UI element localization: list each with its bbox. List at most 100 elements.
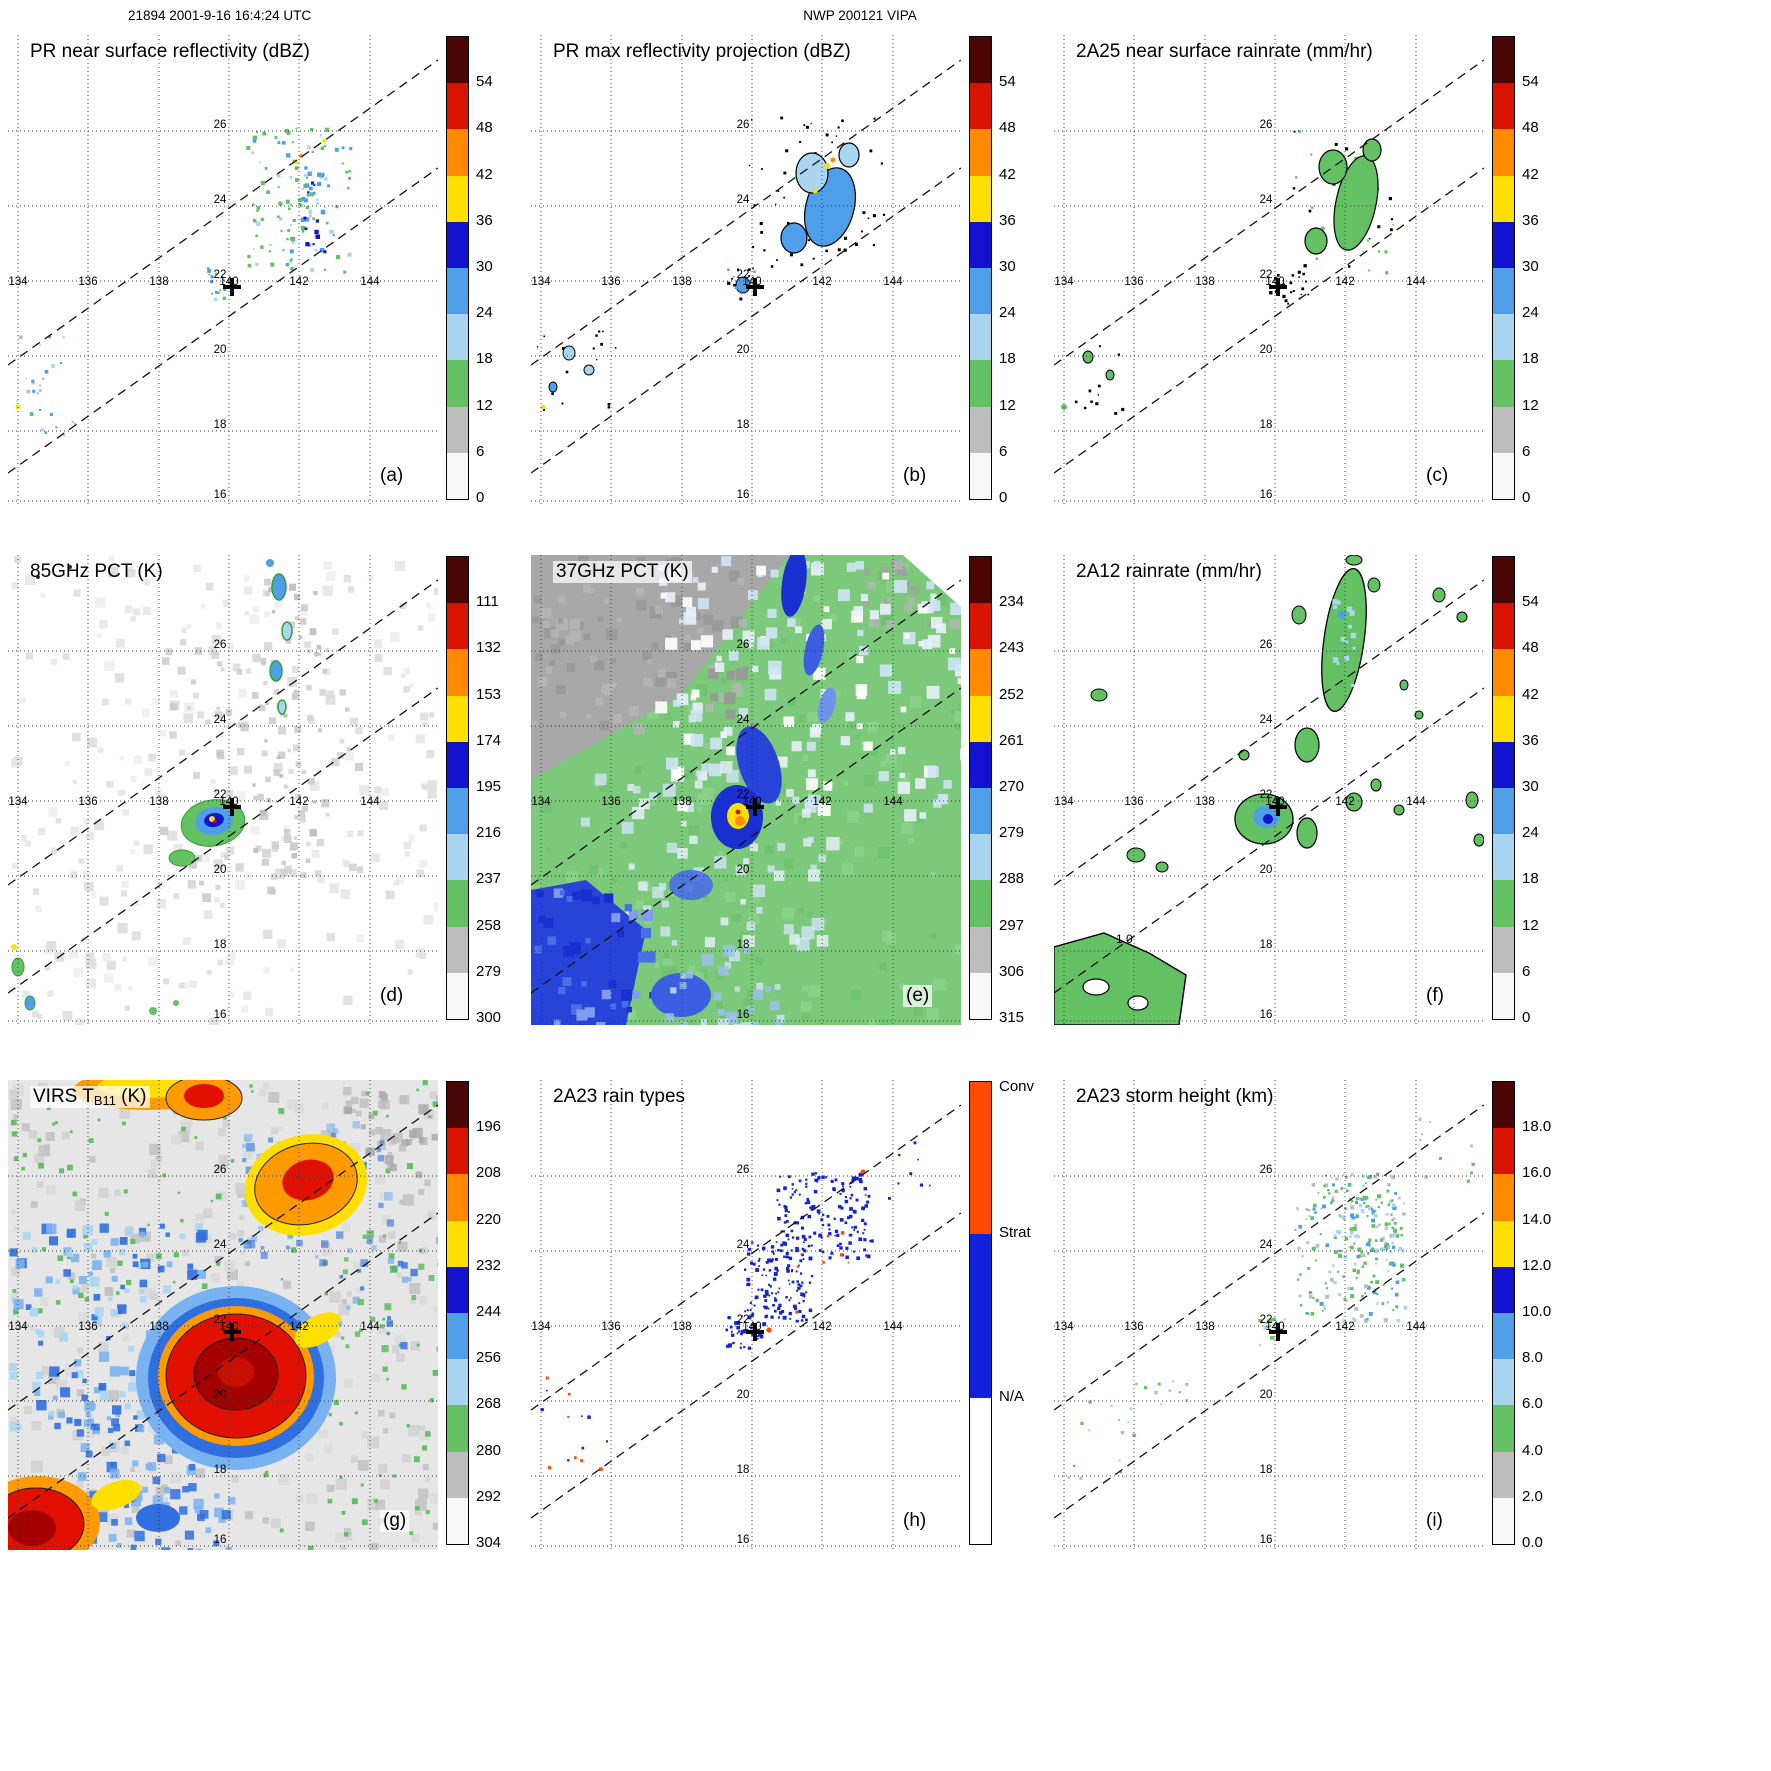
colorbar-tick: 279 (476, 962, 502, 980)
swath-edge-lines (531, 579, 961, 994)
colorbar-segment (970, 557, 991, 604)
colorbar-tick: 0 (999, 489, 1008, 506)
storm-center-marker (746, 1323, 764, 1341)
colorbar-tick: 300 (476, 1009, 502, 1026)
lat-label: 24 (1260, 1239, 1273, 1251)
colorbar-tick: 261 (999, 731, 1025, 749)
lat-label: 16 (1260, 1534, 1273, 1546)
panel-a: 134 136 138 140 142 144 26 24 22 20 18 16 PR near su… (8, 35, 524, 513)
colorbar-tick: 196 (476, 1118, 502, 1136)
panel-letter-c: (c) (1426, 465, 1449, 486)
colorbar-segment (970, 880, 991, 927)
colorbar-g (446, 1081, 469, 1545)
storm-center-marker (1269, 278, 1287, 296)
colorbar-tick: 54 (476, 73, 493, 91)
lat-label: 24 (737, 714, 750, 726)
panel-letter-e: (e) (903, 985, 933, 1007)
colorbar-segment (447, 175, 468, 222)
colorbar-b (969, 36, 992, 500)
colorbar-segment (1493, 1174, 1514, 1221)
lat-label: 22 (214, 269, 227, 281)
lon-label: 142 (812, 276, 831, 288)
colorbar-segment (1493, 83, 1514, 130)
lat-label: 16 (214, 1009, 227, 1021)
lon-label: 138 (149, 276, 168, 288)
swath-edge-lines (1054, 1104, 1484, 1519)
colorbar-tick: 258 (476, 916, 502, 934)
colorbar-segment (447, 695, 468, 742)
colorbar-tick: 48 (1522, 639, 1539, 657)
lat-label: 18 (214, 419, 227, 431)
lat-label: 26 (1260, 639, 1273, 651)
colorbar-segment (970, 129, 991, 176)
lat-label: 20 (1260, 344, 1273, 356)
swath-edge-lines (531, 59, 961, 474)
header-orbit-timestamp: 21894 2001-9-16 16:4:24 UTC (128, 8, 312, 23)
colorbar-segment (1493, 787, 1514, 835)
colorbar-segment (447, 1082, 468, 1129)
lat-label: 22 (737, 789, 750, 801)
lat-label: 26 (1260, 1164, 1273, 1176)
colorbar-tick: 292 (476, 1487, 502, 1505)
panel-title-d: 85GHz PCT (K) (30, 561, 163, 582)
svg-text:1.0: 1.0 (1116, 932, 1133, 946)
lon-label: 144 (883, 276, 903, 288)
colorbar-segment (447, 314, 468, 361)
panel-title-g: VIRS TB11 (K) (30, 1086, 150, 1109)
colorbar-tick: 12 (1522, 396, 1539, 414)
colorbar-segment (1493, 37, 1514, 84)
data-field: 1.0 (1054, 555, 1484, 1025)
lat-label: 24 (214, 194, 227, 206)
lat-label: 20 (1260, 1389, 1273, 1401)
colorbar-tick: 12 (1522, 916, 1539, 934)
lat-label: 16 (737, 1009, 750, 1021)
colorbar-segment (970, 37, 991, 84)
colorbar-segment (447, 834, 468, 881)
colorbar-tick: 42 (1522, 165, 1539, 183)
colorbar-tick: 0 (1522, 489, 1531, 506)
colorbar-segment (447, 360, 468, 407)
colorbar-segment (1493, 1497, 1514, 1544)
title-text: VIRS T (33, 1086, 94, 1107)
colorbar-tick: 12 (999, 396, 1016, 414)
colorbar-segment (447, 37, 468, 84)
colorbar-tick: 54 (1522, 73, 1539, 91)
colorbar-tick: 42 (1522, 685, 1539, 703)
colorbar-category-label: Strat (999, 1224, 1031, 1242)
swath-edge-lines (1054, 579, 1484, 994)
panel-letter-h: (h) (903, 1510, 927, 1531)
colorbar-segment (1493, 1451, 1514, 1498)
panel-g: 134 136 138 140 142 144 26 24 22 20 18 16 VIRS TB11 … (8, 1080, 524, 1558)
lat-label: 20 (214, 1389, 227, 1401)
colorbar-segment (447, 1497, 468, 1544)
colorbar-segment (970, 1082, 991, 1235)
panel-c: 134 136 138 140 142 144 26 24 22 20 18 16 2A25 near … (1054, 35, 1570, 513)
lon-label: 136 (1124, 796, 1143, 808)
panel-letter-f: (f) (1426, 985, 1444, 1006)
lon-label: 142 (812, 796, 831, 808)
colorbar-tick: 36 (999, 211, 1016, 229)
panel-title-c: 2A25 near surface rainrate (mm/hr) (1076, 41, 1373, 62)
colorbar-tick: 6.0 (1522, 1395, 1543, 1413)
lon-label: 136 (78, 276, 97, 288)
lat-label: 24 (737, 1239, 750, 1251)
colorbar-segment (1493, 314, 1514, 361)
colorbar-segment (447, 741, 468, 788)
panel-d: 134 136 138 140 142 144 26 24 22 20 18 16 85GHz PCT … (8, 555, 524, 1033)
lon-label: 136 (601, 1321, 620, 1333)
colorbar-segment (970, 83, 991, 130)
lat-label: 20 (1260, 864, 1273, 876)
colorbar-category-label: N/A (999, 1388, 1025, 1406)
colorbar-tick: 2.0 (1522, 1487, 1543, 1505)
colorbar-segment (970, 603, 991, 650)
colorbar-segment (970, 406, 991, 453)
colorbar-h (969, 1081, 992, 1545)
colorbar-segment (970, 834, 991, 881)
colorbar-segment (1493, 175, 1514, 222)
lon-label: 142 (289, 796, 308, 808)
